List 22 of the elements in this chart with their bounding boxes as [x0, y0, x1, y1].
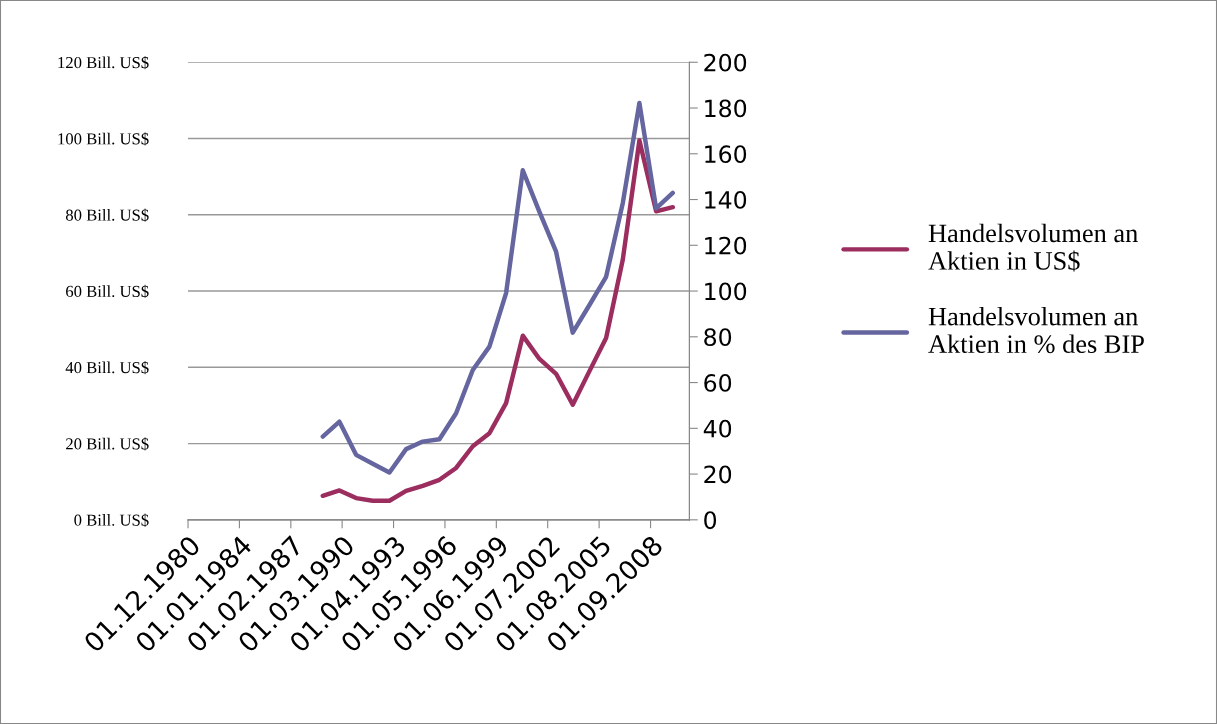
- y-tick-label: 120 Bill. US$: [58, 55, 149, 70]
- y2-tick-label: 0: [704, 511, 717, 530]
- line-series: [320, 138, 675, 503]
- y2-tick-label: 60: [704, 374, 732, 392]
- y2-tick-label: 40: [703, 419, 732, 438]
- y2-tick-label: 100: [705, 282, 747, 301]
- y-tick-label: 20 Bill. US$: [66, 437, 149, 451]
- y-tick-label: 60 Bill. US$: [66, 284, 149, 299]
- line-series: [320, 100, 675, 475]
- y2-tick-label: 160: [705, 145, 747, 164]
- y-tick-label: 0 Bill. US$: [74, 513, 149, 527]
- y2-tick-label: 80: [704, 328, 732, 347]
- y2-tick-label: 140: [705, 190, 747, 209]
- y2-tick-label: 200: [704, 53, 747, 72]
- y-tick-label: 100 Bill. US$: [58, 132, 149, 146]
- y2-tick-label: 120: [705, 236, 747, 255]
- legend-label: Handelsvolumen an Aktien in % des BIP: [928, 306, 1144, 354]
- y-tick-label: 80 Bill. US$: [65, 208, 149, 222]
- y2-tick-label: 20: [704, 465, 732, 484]
- y2-tick-label: 180: [705, 99, 747, 118]
- legend-label: Handelsvolumen an Aktien in US$: [928, 223, 1138, 272]
- y-tick-label: 40 Bill. US$: [65, 361, 149, 375]
